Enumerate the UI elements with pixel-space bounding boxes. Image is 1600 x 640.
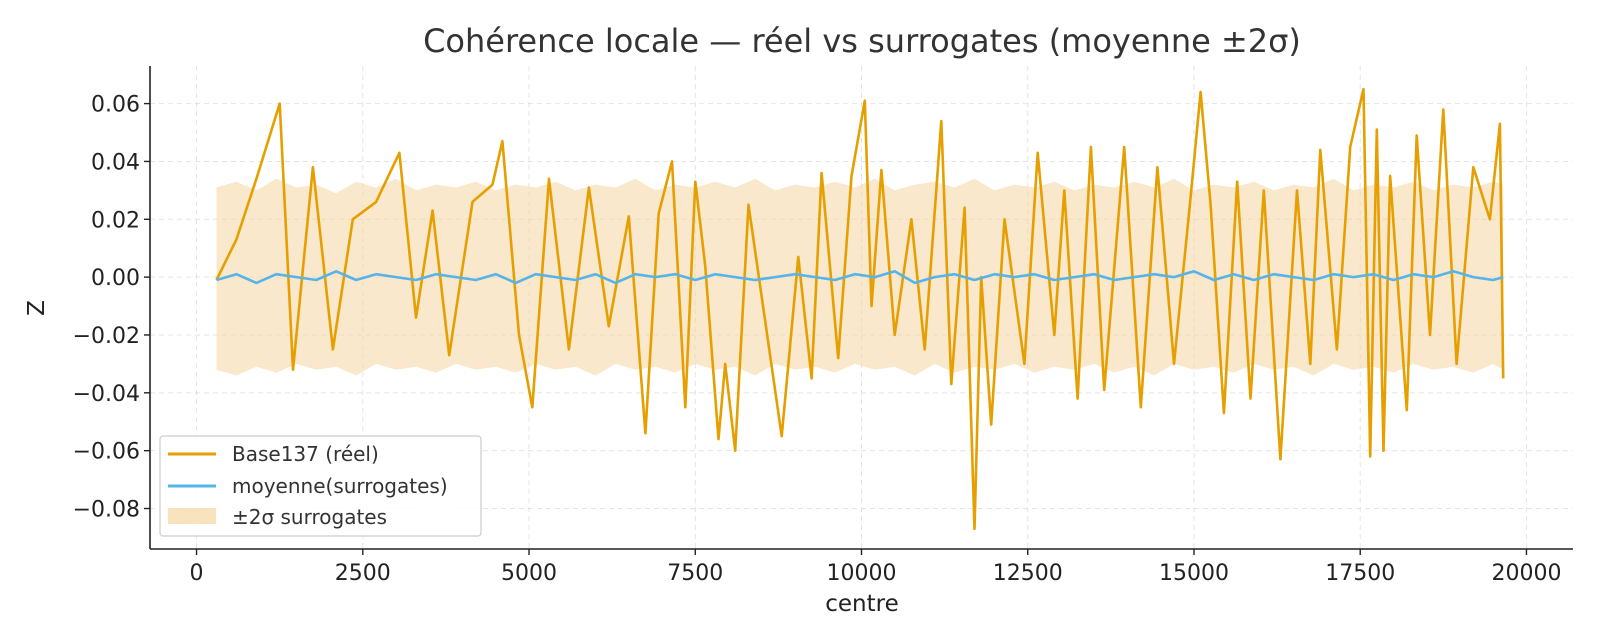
x-tick-label: 20000 [1491,561,1561,586]
x-tick-label: 17500 [1325,561,1395,586]
legend-label-mean: moyenne(surrogates) [232,474,448,498]
series-line-real [215,87,1505,531]
x-tick-label: 7500 [667,561,723,586]
x-tick-label: 2500 [335,561,391,586]
axes [144,66,1573,555]
y-tick-label: 0.00 [91,266,140,291]
y-tick-label: −0.08 [73,498,140,523]
x-tick-label: 10000 [827,561,897,586]
y-axis-label: Z [24,300,50,316]
legend-box [159,435,482,537]
legend-label-band: ±2σ surrogates [232,505,387,529]
y-tick-label: 0.04 [91,150,140,175]
x-axis-label: centre [825,591,899,617]
series-layer [215,87,1505,531]
legend-swatch-band [168,508,216,524]
x-tick-label: 15000 [1159,561,1229,586]
y-tick-label: −0.04 [73,382,140,407]
series-line-surrogate-mean [216,270,1504,285]
chart-title: Cohérence locale — réel vs surrogates (m… [423,22,1301,60]
legend: Base137 (réel) moyenne(surrogates) ±2σ s… [159,435,482,537]
x-tick-label: 5000 [501,561,557,586]
y-tick-label: −0.06 [73,440,140,465]
y-tick-label: 0.06 [91,93,140,118]
x-tick-label: 12500 [993,561,1063,586]
x-tick-labels: 0 2500 5000 7500 10000 12500 15000 17500 20000 [190,561,1562,586]
y-tick-labels: −0.08 −0.06 −0.04 −0.02 0.00 0.02 0.04 0.06 [73,93,140,523]
y-tick-label: 0.02 [91,208,140,233]
y-tick-label: −0.02 [73,324,140,349]
x-tick-label: 0 [190,561,204,586]
legend-label-real: Base137 (réel) [232,442,379,466]
